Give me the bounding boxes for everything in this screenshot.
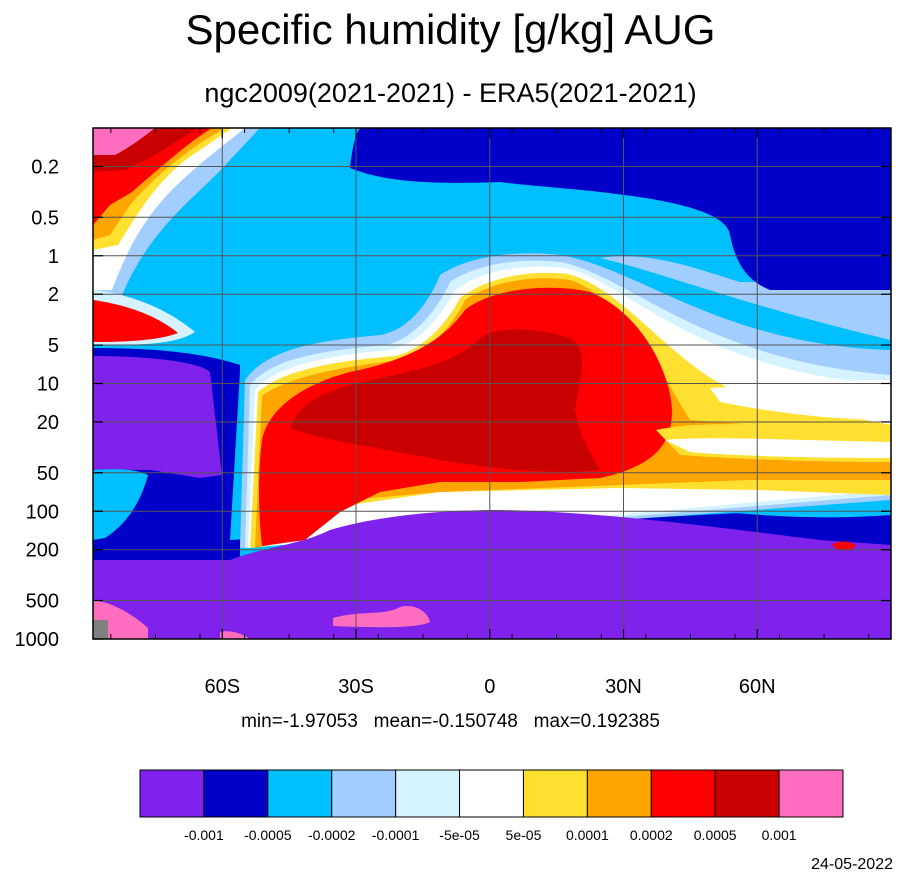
field-nh-surface-red <box>832 541 856 551</box>
y-tick-label: 5 <box>48 335 59 357</box>
field-nh-white-band <box>665 438 891 458</box>
colorbar-label: 0.0002 <box>630 827 673 843</box>
chart-title: Specific humidity [g/kg] AUG <box>185 6 716 53</box>
colorbar-box <box>650 769 716 818</box>
date-stamp: 24-05-2022 <box>811 856 893 873</box>
colorbar-label: 0.001 <box>762 827 797 843</box>
colorbar-label: -0.0005 <box>244 827 292 843</box>
field-mid-surface-pink <box>333 606 430 628</box>
y-tick-label: 100 <box>26 501 59 523</box>
field-sh-purple <box>93 356 222 478</box>
colorbar-label: -5e-05 <box>439 827 480 843</box>
field-mid-surface-pink-small <box>220 631 250 639</box>
colorbar-label: 0.0005 <box>694 827 737 843</box>
colorbar-label: 0.0001 <box>566 827 609 843</box>
field-surface-gray <box>93 620 108 639</box>
colorbar-label: -0.0001 <box>372 827 420 843</box>
x-tick-label: 30N <box>605 676 642 698</box>
colorbar: -0.001 -0.0005 -0.0002 -0.0001 -5e-05 5e-05 0.… <box>139 769 844 843</box>
field-tropical-darkred <box>290 329 600 472</box>
colorbar-box <box>522 769 588 818</box>
chart-subtitle: ngc2009(2021-2021) - ERA5(2021-2021) <box>204 78 697 108</box>
colorbar-box <box>139 769 205 818</box>
statistics-label: min=-1.97053 mean=-0.150748 max=0.192385 <box>241 711 660 732</box>
y-tick-label: 200 <box>26 540 59 562</box>
y-tick-label: 1000 <box>15 629 60 651</box>
field-sh-polar-pink <box>93 128 155 155</box>
x-tick-label: 60S <box>204 676 240 698</box>
field-sh-mid-red <box>93 300 178 342</box>
field-upper-darkblue <box>350 128 891 290</box>
contour-fields <box>93 128 891 639</box>
colorbar-box <box>395 769 461 818</box>
field-bottom-purple <box>93 510 891 639</box>
y-tick-label: 10 <box>37 374 59 396</box>
y-tick-label: 500 <box>26 591 59 613</box>
colorbar-box <box>459 769 524 818</box>
x-axis: 60S 30S 0 30N 60N <box>110 128 870 698</box>
field-nh-white-upper <box>710 380 891 420</box>
y-tick-label: 50 <box>37 463 59 485</box>
contour-plot: 60S 30S 0 30N 60N 0.2 0.5 1 2 5 10 20 50 100 200 500 10… <box>15 127 892 698</box>
y-tick-label: 0.2 <box>31 156 59 178</box>
colorbar-box <box>331 769 397 818</box>
y-axis: 0.2 0.5 1 2 5 10 20 50 100 200 500 1000 <box>15 156 891 651</box>
colorbar-label: -0.001 <box>184 827 224 843</box>
field-sh-cyan <box>93 469 148 540</box>
x-tick-label: 60N <box>739 676 776 698</box>
colorbar-boxes <box>139 769 844 818</box>
colorbar-label: -0.0002 <box>308 827 356 843</box>
colorbar-box <box>714 769 780 818</box>
colorbar-box <box>586 769 652 818</box>
colorbar-labels: -0.001 -0.0005 -0.0002 -0.0001 -5e-05 5e-05 0.… <box>184 827 797 843</box>
y-tick-label: 0.5 <box>31 207 59 229</box>
x-tick-label: 30S <box>338 676 374 698</box>
y-tick-label: 2 <box>48 284 59 306</box>
y-tick-label: 20 <box>37 412 59 434</box>
colorbar-label: 5e-05 <box>506 827 542 843</box>
colorbar-box <box>203 769 269 818</box>
colorbar-box <box>778 769 844 818</box>
y-tick-label: 1 <box>48 246 59 268</box>
x-tick-label: 0 <box>484 676 495 698</box>
colorbar-box <box>267 769 333 818</box>
